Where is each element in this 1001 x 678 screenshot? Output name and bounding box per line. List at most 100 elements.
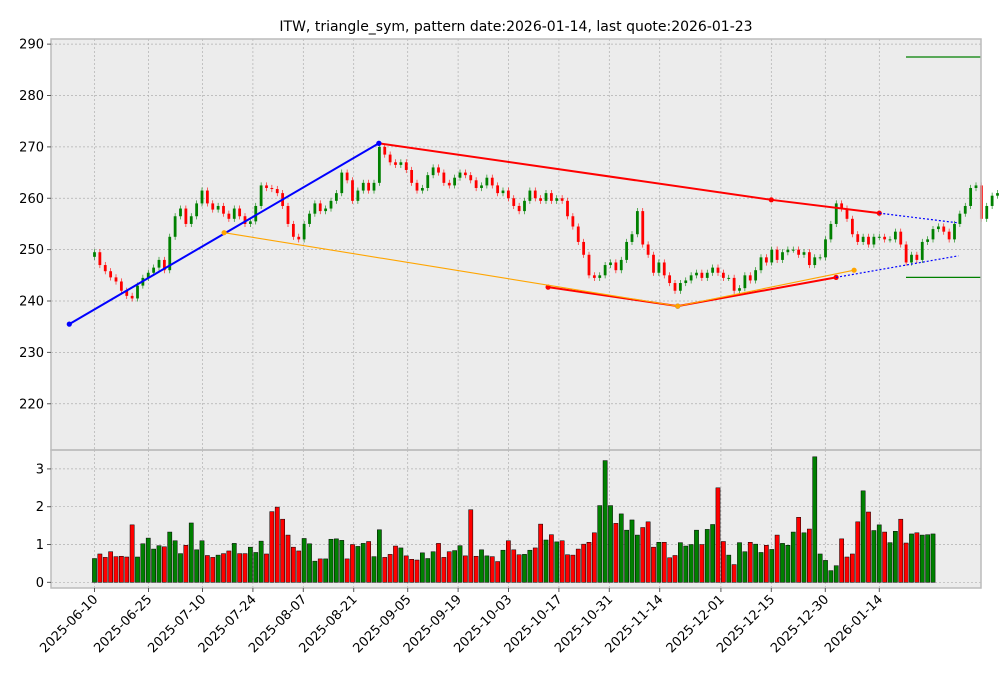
volume-bar (887, 542, 893, 583)
candle-body (872, 236, 876, 245)
candle-body (587, 254, 591, 276)
volume-bar (651, 546, 656, 583)
candle-body (867, 236, 870, 245)
price-tick-label: 220 (19, 397, 44, 412)
volume-bar (188, 522, 194, 583)
volume-bar (565, 554, 570, 583)
volume-bar (226, 550, 232, 583)
volume-bar (618, 513, 624, 583)
candle-body (114, 277, 118, 282)
candle-body (442, 172, 446, 183)
candle-body (318, 203, 322, 212)
volume-bar (409, 559, 414, 583)
volume-bar (774, 534, 780, 583)
candle-body (259, 185, 263, 206)
price-tick-label: 260 (19, 192, 44, 207)
candle-body (329, 200, 333, 209)
candle-body (936, 226, 940, 230)
candle-body (850, 218, 854, 235)
volume-bar (269, 511, 275, 583)
volume-bar (678, 542, 683, 583)
candle-body (356, 190, 360, 201)
candle-body (899, 231, 903, 245)
candle-body (603, 265, 607, 276)
candle-body (469, 175, 473, 181)
volume-bar (796, 517, 801, 583)
candle-body (523, 200, 526, 212)
candle-body (947, 231, 951, 240)
candle-body (98, 252, 102, 266)
volume-bar (758, 552, 764, 583)
candle-body (920, 241, 924, 260)
volume-y-axis: 0 1 2 3 (36, 462, 51, 591)
volume-bar (210, 557, 216, 583)
volume-bar (312, 560, 318, 583)
candle-body (834, 203, 838, 224)
candle-body (748, 275, 752, 281)
volume-bar (215, 554, 221, 583)
volume-bar (828, 570, 834, 583)
candle-body (619, 259, 623, 271)
candle-body (764, 257, 768, 263)
candle-body (969, 187, 973, 206)
volume-bar (403, 555, 409, 583)
candle-body (291, 223, 295, 237)
volume-bar (398, 547, 404, 583)
candle-body (566, 200, 569, 217)
volume-bar (296, 550, 302, 583)
volume-bar (866, 511, 871, 583)
volume-bars (92, 456, 936, 583)
date-x-axis: 2025-06-102025-06-252025-07-102025-07-24… (37, 588, 886, 656)
volume-tick-label: 2 (36, 500, 44, 515)
volume-bar (339, 540, 345, 583)
volume-bar (221, 553, 226, 583)
candle-body (668, 275, 672, 284)
candle-body (910, 254, 913, 263)
candle-body (689, 275, 693, 281)
candle-body (807, 252, 811, 266)
candlesticks (93, 143, 999, 302)
candle-body (609, 262, 612, 266)
candle-body (781, 252, 784, 260)
candle-body (152, 267, 156, 273)
volume-bar (645, 521, 651, 583)
price-tick-label: 270 (19, 140, 44, 155)
volume-bar (575, 548, 581, 583)
volume-bar (371, 556, 377, 583)
volume-bar (586, 542, 592, 583)
candle-body (420, 187, 424, 191)
volume-bar (108, 551, 113, 583)
candle-body (797, 249, 801, 255)
candle-body (404, 162, 408, 171)
candle-body (662, 262, 666, 276)
candle-body (394, 162, 397, 165)
volume-bar (903, 542, 909, 583)
volume-bar (742, 551, 748, 583)
candle-body (195, 203, 199, 217)
volume-bar (597, 505, 603, 583)
price-panel-background (51, 39, 981, 450)
volume-bar (661, 542, 667, 583)
candle-body (635, 211, 639, 235)
volume-bar (817, 553, 823, 583)
volume-bar (747, 542, 753, 583)
candle-body (399, 162, 403, 165)
chart-title: ITW, triangle_sym, pattern date:2026-01-… (279, 19, 752, 35)
candle-body (324, 208, 328, 212)
candle-body (254, 205, 258, 222)
volume-bar (425, 558, 431, 583)
volume-bar (151, 548, 156, 583)
volume-bar (823, 560, 828, 583)
candle-body (146, 272, 150, 278)
candle-body (963, 205, 967, 214)
candle-body (877, 236, 881, 238)
volume-bar (731, 564, 737, 583)
candle-body (953, 223, 956, 240)
candle-body (480, 185, 483, 188)
volume-bar (119, 555, 124, 583)
candle-body (162, 259, 166, 271)
price-y-axis: 220 230 240 250 260 270 280 290 (19, 38, 51, 412)
volume-bar (473, 555, 479, 583)
candle-body (372, 182, 376, 191)
